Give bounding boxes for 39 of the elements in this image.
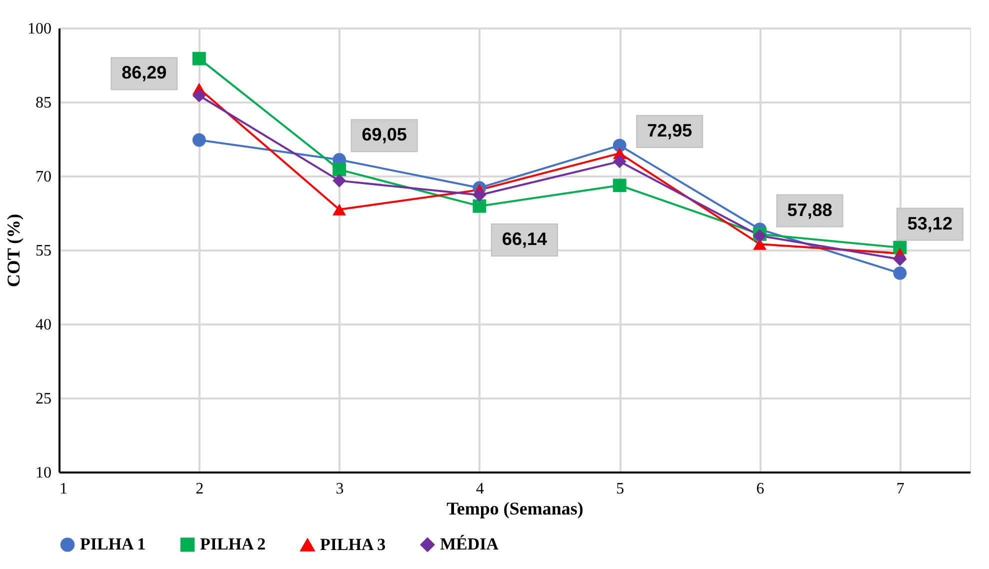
y-axis-title: COT (%) xyxy=(4,214,24,288)
point xyxy=(332,162,346,176)
data-label: 72,95 xyxy=(647,120,692,140)
legend-label: PILHA 1 xyxy=(80,534,146,554)
legend-label: PILHA 2 xyxy=(200,534,266,554)
y-tick-label: 25 xyxy=(36,390,52,408)
data-label: 57,88 xyxy=(787,200,832,220)
point xyxy=(472,199,486,213)
point xyxy=(893,252,907,266)
y-tick-label: 70 xyxy=(36,168,52,186)
point xyxy=(192,52,206,66)
y-tick-label: 40 xyxy=(36,316,52,334)
point xyxy=(612,178,626,192)
x-tick-label: 1 xyxy=(60,480,68,498)
x-tick-label: 4 xyxy=(476,480,484,498)
point xyxy=(192,88,206,102)
legend-label: PILHA 3 xyxy=(320,535,386,554)
y-tick-label: 100 xyxy=(28,20,52,38)
point xyxy=(332,204,346,216)
y-tick-label: 55 xyxy=(36,242,52,260)
point xyxy=(612,138,626,152)
x-tick-label: 7 xyxy=(896,480,904,498)
point xyxy=(472,188,486,202)
y-tick-label: 85 xyxy=(36,94,52,112)
data-label: 66,14 xyxy=(502,229,547,250)
point xyxy=(893,266,907,280)
x-axis-title: Tempo (Semanas) xyxy=(446,498,584,518)
data-label: 69,05 xyxy=(362,124,407,145)
x-tick-label: 6 xyxy=(756,480,764,498)
data-label: 53,12 xyxy=(907,213,952,234)
x-tick-label: 3 xyxy=(336,480,344,498)
legend-label: MÉDIA xyxy=(440,534,500,554)
point xyxy=(332,174,346,188)
data-label: 86,29 xyxy=(122,62,167,83)
point xyxy=(192,133,206,147)
y-tick-label: 10 xyxy=(36,464,52,482)
x-tick-label: 2 xyxy=(196,480,204,498)
point xyxy=(612,154,626,168)
x-tick-label: 5 xyxy=(616,480,624,498)
